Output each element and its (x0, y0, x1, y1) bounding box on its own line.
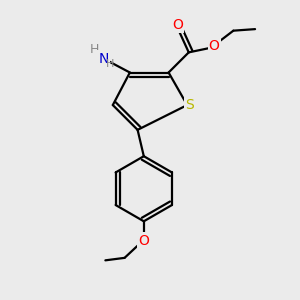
Text: O: O (172, 18, 183, 32)
Text: H: H (90, 44, 100, 56)
Text: O: O (209, 39, 220, 53)
Text: H: H (106, 59, 115, 69)
Text: N: N (98, 52, 109, 66)
Text: S: S (185, 98, 194, 112)
Text: O: O (138, 233, 149, 248)
